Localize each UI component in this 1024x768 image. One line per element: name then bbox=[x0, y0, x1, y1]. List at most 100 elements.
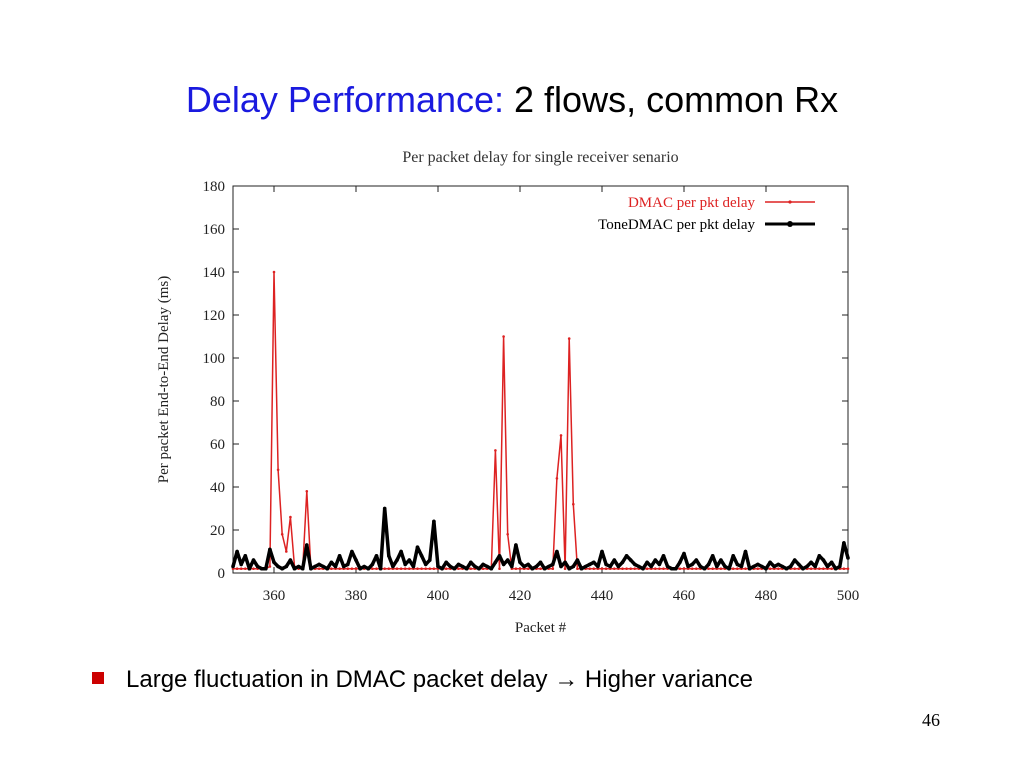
data-point bbox=[690, 567, 694, 570]
x-tick-label: 460 bbox=[673, 588, 696, 604]
data-point bbox=[546, 564, 551, 569]
y-tick-label: 80 bbox=[210, 394, 225, 410]
data-point bbox=[387, 567, 391, 570]
data-point bbox=[411, 564, 416, 569]
data-point bbox=[719, 558, 723, 562]
data-point bbox=[657, 562, 662, 567]
data-point bbox=[510, 564, 514, 569]
data-point bbox=[395, 567, 399, 570]
data-point bbox=[829, 560, 834, 565]
data-point bbox=[772, 564, 776, 569]
data-point bbox=[309, 566, 313, 571]
data-point bbox=[321, 564, 326, 569]
title-rest: 2 flows, common Rx bbox=[514, 79, 839, 120]
plot-frame bbox=[232, 185, 849, 574]
data-point bbox=[420, 567, 423, 570]
data-point bbox=[501, 562, 506, 567]
data-point bbox=[370, 562, 375, 567]
data-point bbox=[494, 449, 497, 452]
y-tick-label: 120 bbox=[203, 308, 226, 324]
data-point bbox=[825, 564, 830, 569]
data-point bbox=[436, 564, 440, 569]
data-point bbox=[235, 549, 239, 554]
data-point bbox=[399, 549, 403, 554]
data-point bbox=[415, 545, 420, 549]
data-point bbox=[813, 564, 817, 569]
data-point bbox=[588, 567, 591, 570]
data-point bbox=[694, 558, 699, 562]
x-tick-label: 440 bbox=[591, 588, 614, 604]
data-point bbox=[428, 567, 432, 570]
arrow-icon: → bbox=[554, 666, 579, 693]
data-point bbox=[571, 564, 576, 569]
data-point bbox=[805, 564, 809, 569]
slide-title: Delay Performance: 2 flows, common Rx bbox=[0, 78, 1024, 122]
bullet-text: Large fluctuation in DMAC packet delay bbox=[126, 666, 555, 693]
data-point bbox=[292, 566, 297, 571]
data-point bbox=[288, 558, 293, 562]
data-point bbox=[498, 567, 501, 570]
data-point bbox=[526, 567, 530, 570]
data-point bbox=[428, 558, 432, 562]
data-point bbox=[338, 567, 341, 570]
data-point bbox=[350, 567, 354, 570]
data-point bbox=[469, 567, 473, 570]
data-point bbox=[497, 554, 502, 558]
data-point bbox=[682, 567, 686, 570]
data-point bbox=[231, 564, 235, 569]
data-point bbox=[469, 560, 473, 565]
data-point bbox=[514, 567, 518, 570]
page-number: 46 bbox=[922, 710, 940, 730]
data-point bbox=[268, 547, 272, 552]
data-point bbox=[416, 567, 419, 570]
data-point bbox=[235, 567, 239, 570]
data-point bbox=[518, 560, 522, 565]
data-point bbox=[797, 567, 801, 570]
data-point bbox=[739, 564, 744, 569]
data-point bbox=[350, 549, 354, 554]
data-point bbox=[555, 549, 559, 554]
data-point bbox=[645, 560, 649, 565]
data-point bbox=[522, 564, 526, 569]
data-point bbox=[460, 564, 465, 569]
data-point bbox=[797, 562, 801, 567]
data-point bbox=[592, 567, 596, 570]
legend-label: DMAC per pkt delay bbox=[628, 195, 756, 211]
data-point bbox=[264, 566, 268, 571]
data-point bbox=[600, 549, 604, 554]
data-point bbox=[268, 565, 272, 568]
data-point bbox=[333, 564, 338, 569]
data-point bbox=[809, 567, 813, 570]
data-point bbox=[674, 566, 678, 571]
data-point bbox=[481, 562, 485, 567]
data-point bbox=[698, 564, 703, 569]
data-point bbox=[317, 562, 321, 567]
y-tick-label: 40 bbox=[210, 480, 225, 496]
data-point bbox=[530, 566, 535, 571]
data-point bbox=[514, 543, 518, 547]
data-point bbox=[801, 566, 805, 571]
data-point bbox=[833, 566, 838, 571]
data-point bbox=[678, 560, 682, 565]
data-point bbox=[247, 566, 252, 571]
data-point bbox=[654, 567, 657, 570]
data-point bbox=[587, 562, 592, 567]
data-point bbox=[592, 560, 596, 565]
data-point bbox=[628, 558, 633, 562]
data-point bbox=[780, 564, 785, 569]
title-highlight: Delay Performance: bbox=[185, 79, 505, 120]
data-point bbox=[576, 567, 579, 570]
data-point bbox=[539, 567, 542, 570]
data-point bbox=[846, 567, 850, 570]
data-point bbox=[555, 477, 559, 480]
data-point bbox=[313, 564, 317, 569]
data-point bbox=[744, 567, 747, 570]
data-point bbox=[289, 515, 292, 519]
data-point bbox=[706, 562, 711, 567]
legend-marker bbox=[788, 200, 792, 204]
data-point bbox=[378, 566, 383, 571]
data-point bbox=[678, 567, 682, 570]
data-point bbox=[551, 562, 555, 567]
data-point bbox=[440, 566, 444, 571]
data-point bbox=[818, 567, 821, 570]
